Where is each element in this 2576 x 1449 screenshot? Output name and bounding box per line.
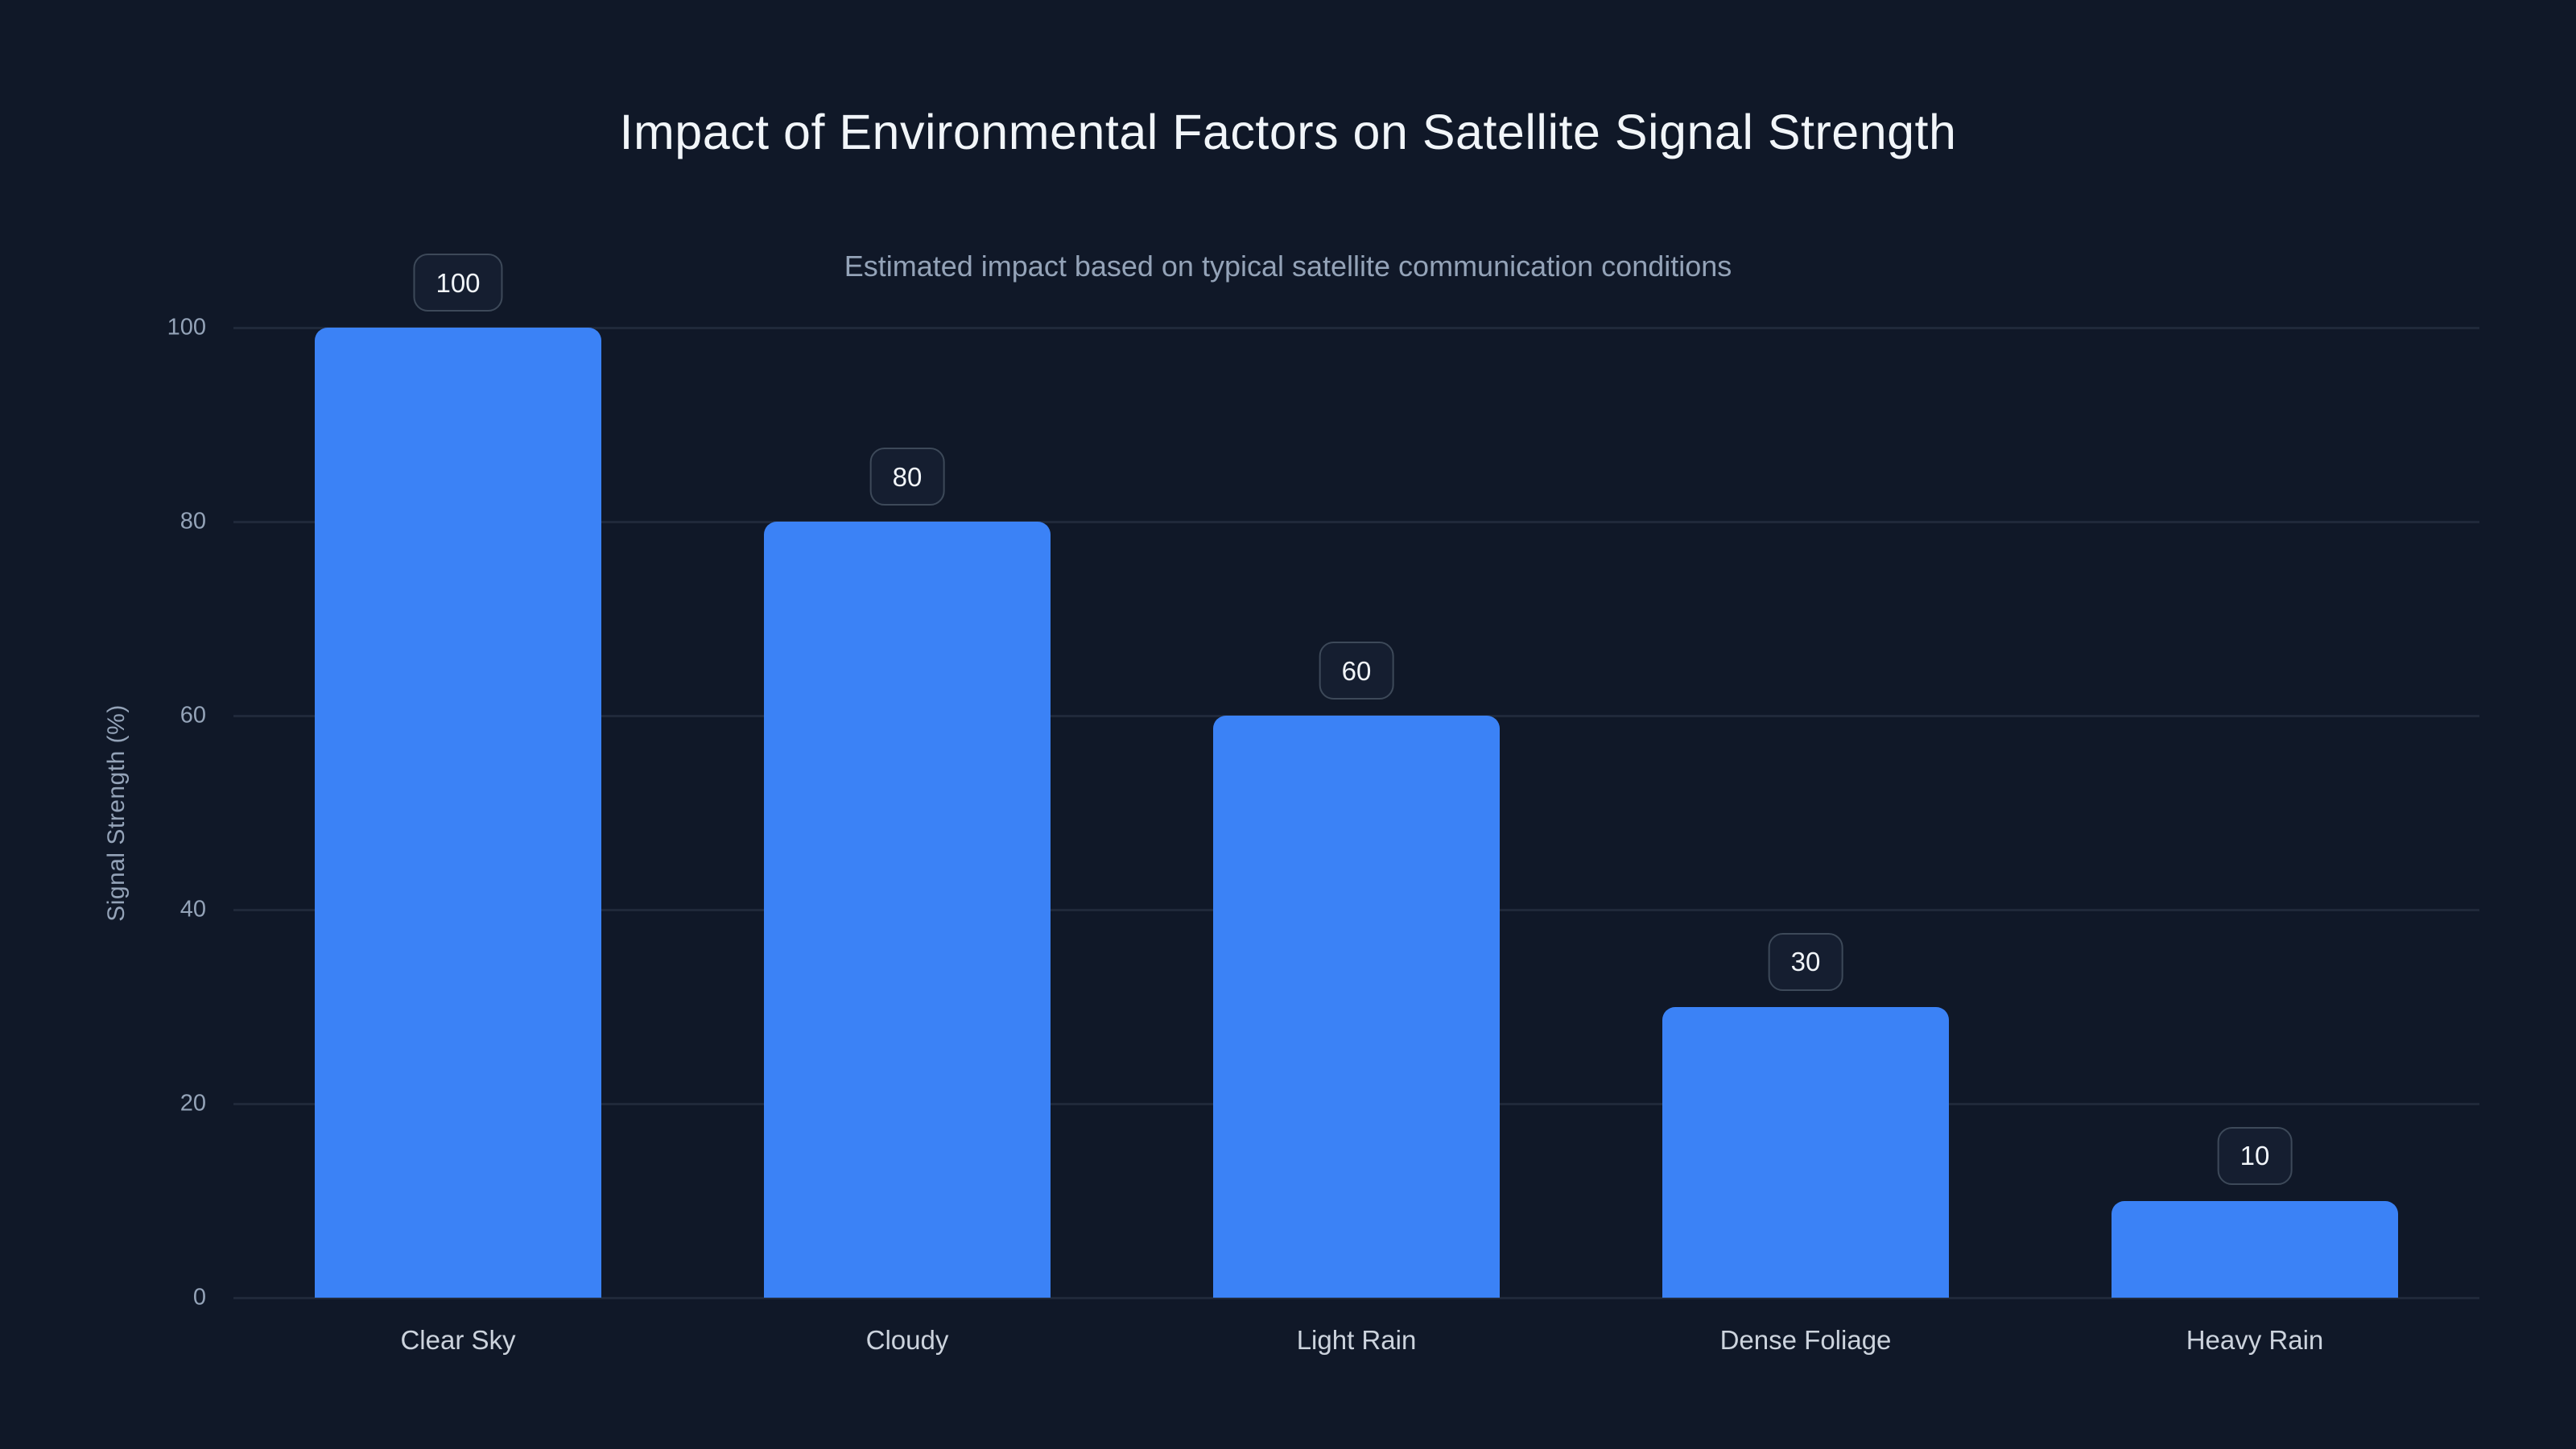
bar-clear-sky — [315, 328, 601, 1298]
chart-title: Impact of Environmental Factors on Satel… — [619, 105, 1957, 159]
bar-dense-foliage — [1662, 1006, 1949, 1298]
y-tick-20: 20 — [180, 1090, 206, 1117]
y-tick-40: 40 — [180, 896, 206, 923]
value-label-clear-sky: 100 — [413, 254, 503, 312]
x-axis-label-cloudy: Cloudy — [865, 1325, 949, 1355]
y-tick-100: 100 — [167, 314, 206, 341]
y-tick-80: 80 — [180, 508, 206, 535]
x-axis-label-dense-foliage: Dense Foliage — [1719, 1325, 1892, 1355]
value-label-heavy-rain: 10 — [2217, 1126, 2293, 1185]
y-axis-title: Signal Strength (%) — [103, 704, 130, 922]
bar-light-rain — [1213, 716, 1500, 1298]
y-tick-60: 60 — [180, 702, 206, 729]
value-label-light-rain: 60 — [1319, 642, 1394, 700]
value-label-dense-foliage: 30 — [1768, 932, 1843, 991]
chart-subtitle: Estimated impact based on typical satell… — [844, 250, 1732, 283]
y-tick-0: 0 — [192, 1284, 206, 1311]
bar-heavy-rain — [2112, 1200, 2398, 1298]
bar-cloudy — [764, 522, 1051, 1298]
x-axis-label-heavy-rain: Heavy Rain — [2186, 1325, 2324, 1355]
plot-area: Signal Strength (%) 0 20 40 60 80 100 100 Clear… — [103, 254, 2479, 1353]
x-axis-label-light-rain: Light Rain — [1296, 1325, 1417, 1355]
value-label-cloudy: 80 — [869, 448, 945, 506]
x-axis-label-clear-sky: Clear Sky — [400, 1325, 516, 1355]
